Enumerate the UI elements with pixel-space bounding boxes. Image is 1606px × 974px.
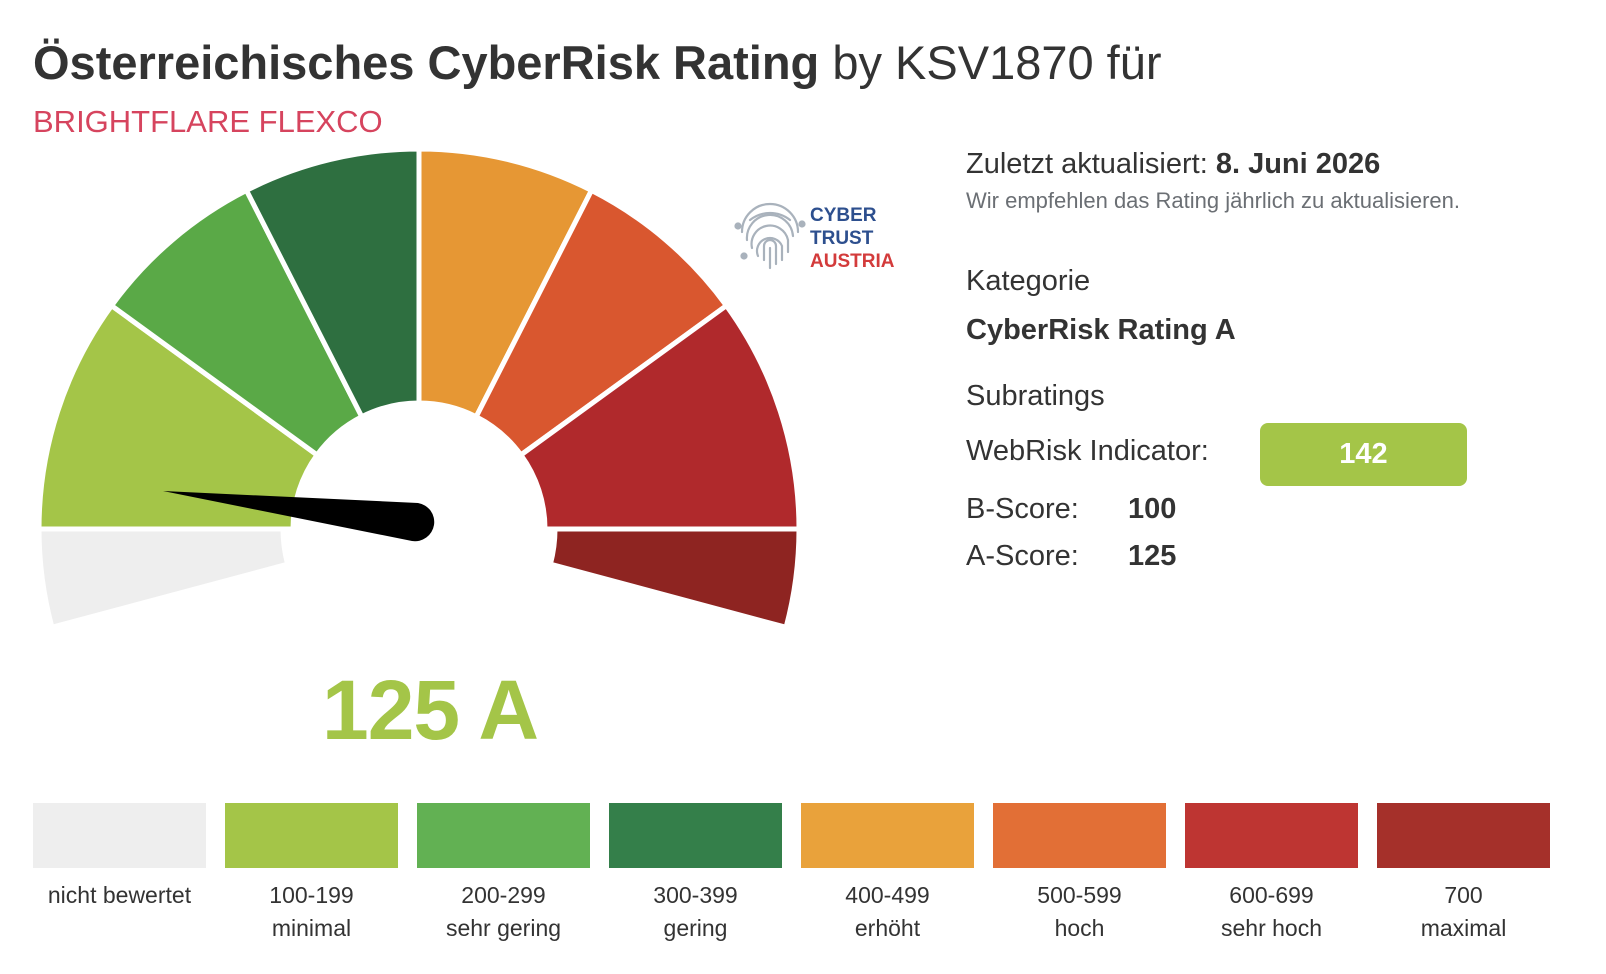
updated-label: Zuletzt aktualisiert:: [966, 148, 1208, 180]
updated-date: 8. Juni 2026: [1215, 148, 1381, 180]
gauge-segment-maximal: [547, 526, 802, 630]
b-score-value: 100: [1128, 493, 1177, 525]
legend-label: maximal: [1420, 915, 1507, 941]
score-display: 125 A: [322, 663, 539, 757]
gauge-segment-high: [473, 187, 729, 458]
legend-label: hoch: [1054, 915, 1105, 941]
legend-range: 700: [1444, 882, 1483, 908]
logo-line-2: TRUST: [810, 228, 874, 249]
legend-range: 600-699: [1229, 882, 1314, 908]
legend-swatch: [1377, 803, 1550, 868]
title-rest: by KSV1870 für: [819, 36, 1162, 89]
legend-range: 200-299: [461, 882, 546, 908]
webrisk-label: WebRisk Indicator:: [966, 435, 1209, 467]
gauge-segment-very-high: [518, 303, 802, 532]
logo-line-1: CYBER: [810, 205, 877, 226]
page-title: Österreichisches CyberRisk Rating by KSV…: [33, 36, 1162, 90]
b-score-label: B-Score:: [966, 493, 1079, 525]
subratings-label: Subratings: [966, 380, 1105, 412]
gauge-needle: [163, 491, 435, 542]
risk-gauge: [36, 146, 802, 630]
legend-range: 100-199: [269, 882, 354, 908]
legend-item: 100-199 minimal: [225, 803, 398, 946]
legend-range: 300-399: [653, 882, 738, 908]
update-recommendation: Wir empfehlen das Rating jährlich zu akt…: [966, 188, 1461, 213]
legend-swatch: [801, 803, 974, 868]
logo-line-3: AUSTRIA: [810, 251, 895, 272]
legend-item: nicht bewertet: [33, 803, 206, 910]
legend-label: sehr hoch: [1220, 915, 1322, 941]
legend-swatch: [1185, 803, 1358, 868]
legend-item: 200-299 sehr gering: [417, 803, 590, 946]
legend-item: 600-699 sehr hoch: [1185, 803, 1358, 946]
fingerprint-icon: [734, 202, 806, 270]
legend-swatch: [993, 803, 1166, 868]
legend-swatch: [609, 803, 782, 868]
legend-label: sehr gering: [445, 915, 562, 941]
title-bold: Österreichisches CyberRisk Rating: [33, 36, 820, 89]
gauge-segment-unrated: [36, 526, 291, 630]
gauge-segment-elevated: [416, 146, 595, 420]
legend-range: 400-499: [845, 882, 930, 908]
cyber-trust-austria-logo: CYBER TRUST AUSTRIA: [730, 196, 900, 276]
logo-wordmark: CYBER TRUST AUSTRIA: [810, 204, 894, 273]
legend-label: gering: [663, 915, 728, 941]
legend-range: nicht bewertet: [47, 882, 192, 908]
legend-swatch: [417, 803, 590, 868]
legend-swatch: [33, 803, 206, 868]
legend-item: 300-399 gering: [609, 803, 782, 946]
legend-label: minimal: [271, 915, 352, 941]
a-score-label: A-Score:: [966, 540, 1079, 572]
company-name: BRIGHTFLARE FLEXCO: [33, 104, 383, 139]
legend-swatch: [225, 803, 398, 868]
legend-item: 400-499 erhöht: [801, 803, 974, 946]
legend-item: 500-599 hoch: [993, 803, 1166, 946]
last-updated: Zuletzt aktualisiert: 8. Juni 2026: [966, 148, 1380, 181]
a-score-value: 125: [1128, 540, 1177, 572]
gauge-segment-low: [243, 146, 422, 420]
gauge-segment-very-low: [109, 187, 365, 458]
category-label: Kategorie: [966, 265, 1091, 297]
legend-label: erhöht: [854, 915, 921, 941]
webrisk-badge: 142: [1260, 423, 1467, 486]
category-value: CyberRisk Rating A: [966, 314, 1236, 346]
legend-range: 500-599: [1037, 882, 1122, 908]
legend-item: 700 maximal: [1377, 803, 1550, 946]
gauge-segments: [36, 146, 802, 630]
